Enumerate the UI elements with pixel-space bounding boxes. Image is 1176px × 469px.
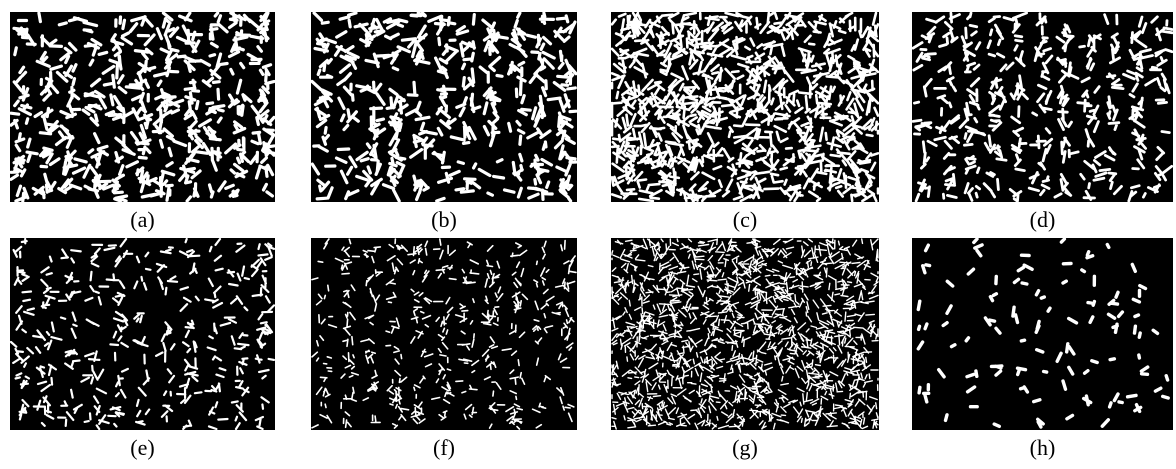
- white-texture: [611, 238, 879, 430]
- panel-caption: (e): [130, 435, 154, 460]
- panel: (h): [912, 237, 1173, 460]
- binary-image: [10, 238, 275, 430]
- white-texture: [9, 237, 276, 431]
- panel: (e): [9, 237, 276, 460]
- panel: (f): [311, 238, 577, 460]
- panel-caption: (d): [1030, 207, 1056, 232]
- white-texture: [310, 11, 578, 203]
- panel-caption: (b): [431, 207, 457, 232]
- panel-caption: (f): [433, 435, 455, 460]
- panel-caption: (g): [732, 435, 758, 460]
- panel-caption: (h): [1030, 435, 1056, 460]
- panel-caption: (a): [130, 207, 154, 232]
- panel-caption: (c): [733, 207, 757, 232]
- binary-image: [311, 12, 577, 202]
- panel: (b): [310, 11, 578, 232]
- panel: (a): [9, 11, 276, 232]
- white-texture: [911, 11, 1174, 203]
- white-texture: [610, 11, 880, 203]
- white-texture: [916, 237, 1170, 429]
- panel: (g): [611, 238, 879, 460]
- panel: (c): [610, 11, 880, 232]
- panel: (d): [911, 11, 1174, 232]
- white-texture: [311, 238, 577, 430]
- white-texture: [9, 11, 276, 203]
